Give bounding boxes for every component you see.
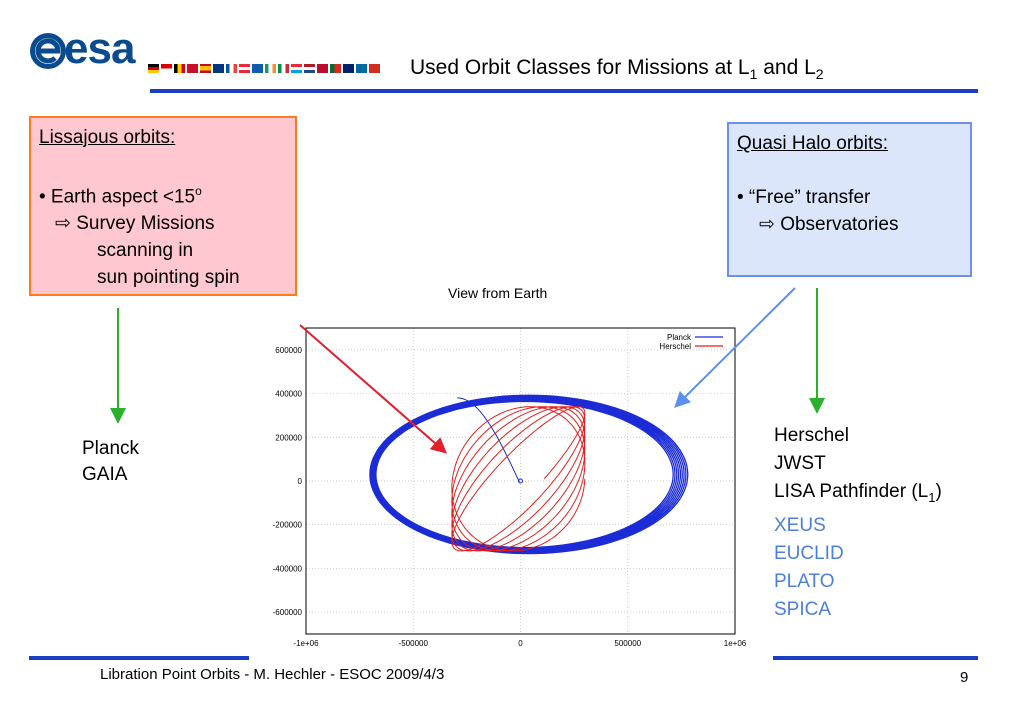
lissajous-line3: sun pointing spin bbox=[97, 267, 240, 289]
footer-text: Libration Point Orbits - M. Hechler - ES… bbox=[100, 666, 445, 683]
footer-rule-right bbox=[773, 656, 978, 660]
halo-missions-list: Herschel JWST LISA Pathfinder (L1) XEUS … bbox=[774, 422, 942, 624]
lissajous-survey-line: ⇨ Survey Missions bbox=[55, 213, 215, 235]
herschel-orbit-line bbox=[451, 406, 586, 552]
halo-heading: Quasi Halo orbits: bbox=[737, 133, 889, 154]
y-tick-label: -600000 bbox=[273, 608, 303, 617]
lissajous-line2: scanning in bbox=[97, 240, 194, 262]
halo-observatories-line: ⇨ Observatories bbox=[759, 214, 899, 235]
member-flags-icon bbox=[148, 64, 380, 73]
page-number: 9 bbox=[960, 669, 969, 686]
slide-title: Used Orbit Classes for Missions at L1 an… bbox=[410, 56, 824, 83]
origin-marker bbox=[518, 478, 523, 484]
lissajous-missions-list: Planck GAIA bbox=[82, 436, 139, 488]
lissajous-bullet: • Earth aspect <15o bbox=[39, 184, 202, 208]
lissajous-heading: Lissajous orbits: bbox=[39, 127, 176, 148]
x-tick-label: 1e+06 bbox=[724, 639, 747, 648]
header-rule bbox=[150, 89, 978, 93]
mission-xeus: XEUS bbox=[774, 514, 826, 536]
mission-jwst: JWST bbox=[774, 453, 826, 474]
y-tick-label: 0 bbox=[298, 477, 303, 486]
footer-rule-left bbox=[29, 656, 249, 660]
y-tick-label: 200000 bbox=[275, 433, 302, 442]
x-tick-label: 500000 bbox=[614, 639, 641, 648]
mission-gaia: GAIA bbox=[82, 464, 128, 485]
quasi-halo-box: Quasi Halo orbits: • “Free” transfer ⇨ O… bbox=[727, 122, 972, 277]
mission-herschel: Herschel bbox=[774, 425, 849, 446]
halo-bullet: • “Free” transfer bbox=[737, 187, 871, 208]
x-tick-label: 0 bbox=[518, 639, 523, 648]
mission-plato: PLATO bbox=[774, 570, 835, 592]
y-tick-label: -400000 bbox=[273, 564, 303, 573]
y-tick-label: 400000 bbox=[275, 390, 302, 399]
planck-orbit-line bbox=[369, 394, 689, 555]
mission-planck: Planck bbox=[82, 438, 140, 459]
esa-logo-text: esa bbox=[64, 24, 135, 73]
lissajous-box: Lissajous orbits: • Earth aspect <15o ⇨ … bbox=[29, 116, 297, 296]
legend-label: Planck bbox=[667, 333, 692, 342]
esa-logo-icon bbox=[30, 33, 66, 69]
mission-spica: SPICA bbox=[774, 598, 832, 620]
legend-label: Herschel bbox=[659, 342, 691, 351]
mission-lisa-pathfinder: LISA Pathfinder (L1) bbox=[774, 481, 942, 505]
orbit-plot: -1e+06 -500000 0 500000 1e+06 600000 400000 200… bbox=[249, 320, 773, 662]
y-tick-label: -200000 bbox=[273, 521, 303, 530]
view-caption: View from Earth bbox=[448, 285, 548, 301]
mission-euclid: EUCLID bbox=[774, 542, 844, 564]
y-tick-label: 600000 bbox=[275, 346, 302, 355]
x-tick-label: -500000 bbox=[399, 639, 429, 648]
x-tick-label: -1e+06 bbox=[293, 639, 319, 648]
